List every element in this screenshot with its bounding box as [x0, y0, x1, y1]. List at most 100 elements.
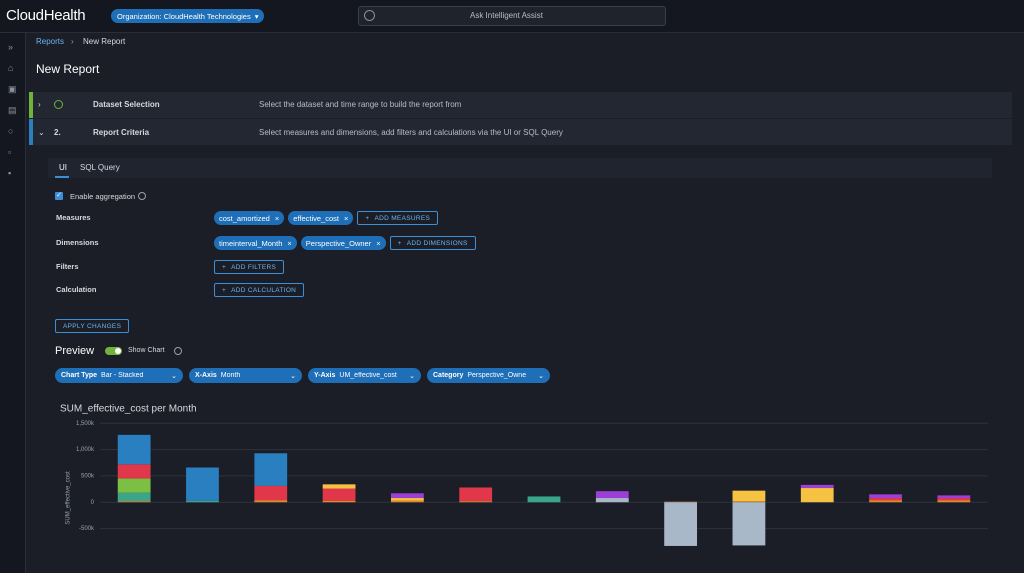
chip-text: cost_amortized [219, 213, 270, 223]
org-selector[interactable]: Organization: CloudHealth Technologies ▾ [111, 9, 265, 23]
criteria-items: timeinterval_Month × Perspective_Owner × + AD… [214, 236, 476, 250]
bar-segment [322, 484, 356, 489]
checkbox[interactable]: ✓ [55, 192, 63, 200]
y-tick-label: 1,000k [76, 447, 95, 453]
selector-label: Chart Type [61, 372, 98, 379]
plus-icon: + [397, 239, 402, 247]
chip-remove[interactable]: × [274, 213, 280, 223]
plus-icon: + [222, 263, 227, 271]
chip-remove[interactable]: × [376, 238, 381, 248]
selector-value: UM_effective_cost [339, 372, 397, 379]
assist-icon [364, 10, 375, 21]
bar-segment [117, 434, 151, 465]
selector[interactable]: X-Axis Month ⌄ [189, 368, 302, 383]
toggle[interactable] [105, 347, 122, 355]
bar-segment [390, 493, 424, 499]
y-tick-label: 1,500k [76, 421, 95, 427]
bar-segment [322, 488, 356, 501]
bar-segment [732, 490, 766, 502]
chart: SUM_effective_cost per Month SUM_effecti… [60, 404, 988, 546]
bar-segment [527, 496, 561, 503]
selector-value: Bar - Stacked [101, 372, 144, 379]
step-row[interactable] [29, 92, 1012, 118]
step-row[interactable] [29, 119, 1012, 145]
add-button[interactable]: + ADD MEASURES [357, 211, 439, 225]
selector-label: Category [433, 372, 464, 379]
criteria-label: Dimensions [56, 238, 99, 247]
bar-segment [117, 492, 151, 502]
bar-segment [937, 495, 971, 499]
button-text: ADD DIMENSIONS [406, 239, 468, 247]
toggle-knob [115, 348, 121, 354]
selector-value: Month [220, 372, 241, 379]
bar-segment [800, 488, 834, 503]
criteria-items: + ADD FILTERS [214, 260, 285, 274]
add-button[interactable]: + ADD DIMENSIONS [389, 236, 476, 250]
bar-segment [186, 500, 219, 503]
y-tick-label: 0 [91, 500, 95, 506]
bar-segment [800, 484, 834, 489]
selector-label: X-Axis [195, 372, 217, 379]
criteria-items: cost_amortized × effective_cost × + ADD MEASU… [214, 211, 439, 225]
chip[interactable]: timeinterval_Month × [214, 236, 297, 250]
bar-segment [459, 487, 493, 502]
sidebar [0, 33, 26, 573]
aggregation-label: Enable aggregation [70, 192, 136, 201]
y-tick-label: 500k [81, 473, 95, 479]
add-button[interactable]: + ADD FILTERS [214, 260, 285, 274]
criteria-items: + ADD CALCULATION [214, 283, 305, 297]
tab[interactable]: UI [59, 163, 67, 172]
info-icon [138, 192, 146, 200]
bar-segment [186, 467, 219, 501]
step-title: Report Criteria [93, 128, 150, 137]
step-number: 2. [54, 128, 61, 137]
selector-label: Y-Axis [314, 372, 336, 379]
chip-remove[interactable]: × [287, 238, 292, 248]
bar-segment [664, 501, 698, 503]
selector[interactable]: Y-Axis UM_effective_cost ⌄ [308, 368, 421, 383]
bar-segment [869, 494, 902, 499]
breadcrumb-sep: › [71, 37, 74, 46]
selector[interactable]: Category Perspective_Owne ⌄ [427, 368, 550, 383]
bar-segment [390, 498, 424, 501]
breadcrumb-link[interactable]: Reports [36, 37, 65, 46]
y-axis-label: SUM_effective_cost [66, 471, 72, 525]
chip-text: timeinterval_Month [219, 238, 283, 248]
bar-segment [254, 500, 288, 503]
check-icon [54, 100, 63, 109]
chip[interactable]: effective_cost × [288, 211, 354, 225]
chip[interactable]: cost_amortized × [214, 211, 285, 225]
apply-button[interactable]: APPLY CHANGES [55, 319, 130, 333]
toggle-label: Show Chart [128, 347, 165, 354]
bar-segment [117, 464, 151, 479]
bar-segment [869, 500, 902, 503]
chip[interactable]: Perspective_Owner × [300, 236, 386, 250]
caret: ⌄ [538, 372, 544, 380]
assist-text: Ask Intelligent Assist [470, 11, 543, 20]
bar-segment [595, 498, 629, 503]
criteria-label: Filters [56, 262, 79, 271]
button-text: ADD FILTERS [231, 263, 277, 271]
criteria-label: Measures [56, 213, 91, 222]
plus-icon: + [222, 286, 227, 294]
add-button[interactable]: + ADD CALCULATION [214, 283, 305, 297]
bar-segment [595, 491, 629, 499]
selector[interactable]: Chart Type Bar - Stacked ⌄ [55, 368, 183, 383]
tab-bar [48, 158, 992, 178]
step-description: Select measures and dimensions, add filt… [259, 128, 563, 137]
bar-segment [117, 501, 151, 503]
caret: ⌄ [290, 372, 296, 380]
chevron: › [38, 100, 41, 109]
caret: ⌄ [409, 372, 415, 380]
chip-remove[interactable]: × [343, 213, 349, 223]
assist-box[interactable] [358, 6, 666, 26]
step-description: Select the dataset and time range to bui… [259, 100, 462, 109]
plus-icon: + [365, 214, 370, 222]
selector-value: Perspective_Owne [467, 372, 527, 379]
tab[interactable]: SQL Query [80, 163, 120, 172]
button-text: ADD MEASURES [374, 214, 431, 222]
chip-text: effective_cost [293, 213, 339, 223]
sidebar-icons: » ⌂ ▣ ▤ ○ ▫ ▪ [8, 42, 17, 178]
bar-segment [664, 502, 698, 546]
